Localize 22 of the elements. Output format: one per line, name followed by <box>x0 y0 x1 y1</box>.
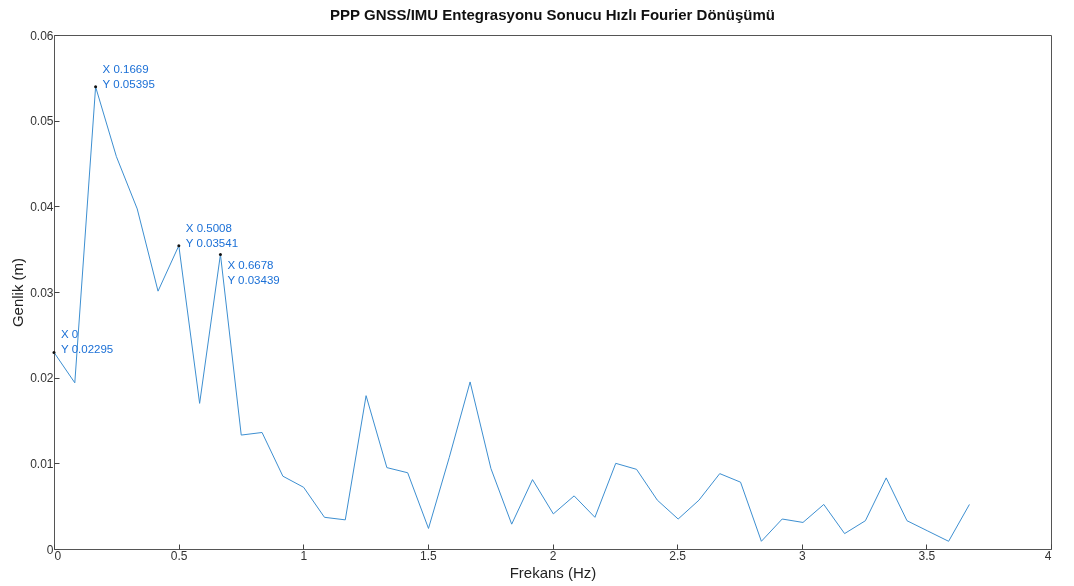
x-tick-label: 1.5 <box>420 548 438 563</box>
x-tick-label: 0.5 <box>170 548 188 563</box>
y-tick-label: 0.02 <box>30 371 54 386</box>
line-series <box>53 86 970 542</box>
x-tick-label: 1 <box>300 548 308 563</box>
y-tick-label: 0.04 <box>30 199 54 214</box>
annotation: X 0.1669 Y 0.05395 <box>102 62 155 90</box>
y-tick-label: 0.01 <box>30 456 54 471</box>
x-tick-label: 2.5 <box>669 548 687 563</box>
y-tick-label: 0.03 <box>30 285 54 300</box>
y-tick-label: 0.06 <box>30 28 54 43</box>
y-tick-label: 0.05 <box>30 114 54 129</box>
y-axis-title: Genlik (m) <box>9 257 27 328</box>
x-tick-label: 3 <box>798 548 806 563</box>
annotation: X 0 Y 0.02295 <box>61 328 114 356</box>
x-axis-title: Frekans (Hz) <box>509 563 597 581</box>
annotation: X 0.5008 Y 0.03541 <box>185 221 239 249</box>
chart-title: PPP GNSS/IMU Entegrasyonu Sonucu Hızlı Fourier Dönüşümü <box>330 6 775 23</box>
x-tick-label: 4 <box>1044 548 1052 563</box>
x-tick-label: 2 <box>549 548 557 563</box>
x-tick-label: 3.5 <box>918 548 936 563</box>
annotation: X 0.6678 Y 0.03439 <box>227 259 280 287</box>
